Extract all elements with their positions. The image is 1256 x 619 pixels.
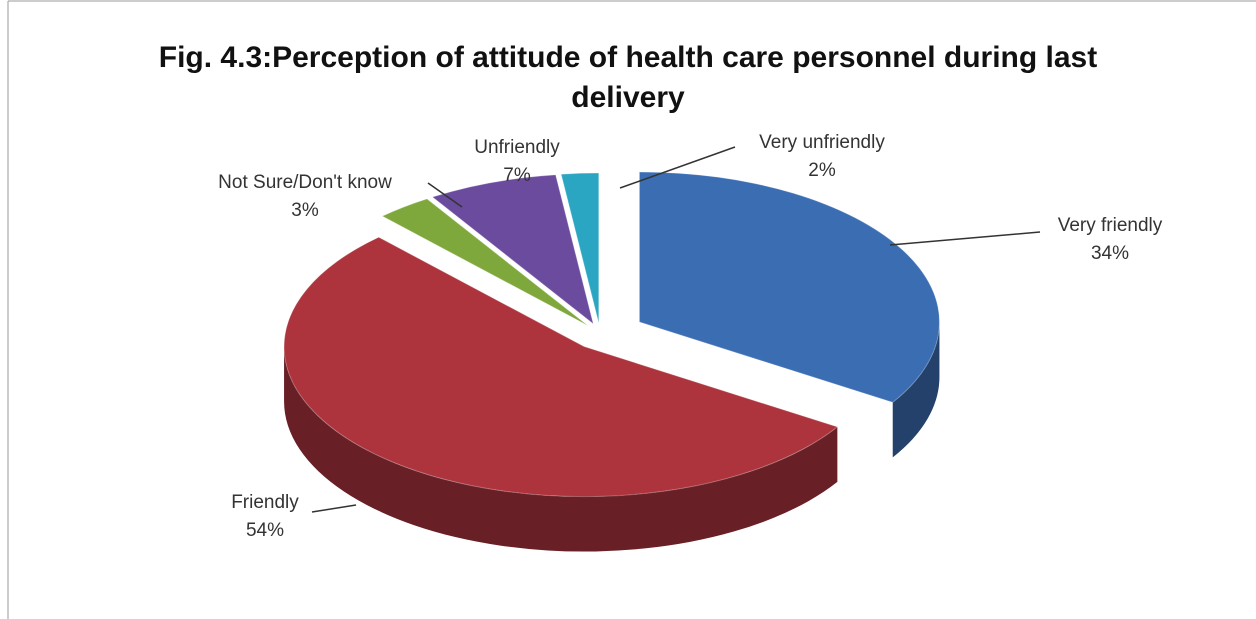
slice <box>381 198 589 326</box>
data-label-value: 34% <box>1091 243 1129 264</box>
data-label-name: Friendly <box>231 492 299 513</box>
leader-line <box>427 182 463 208</box>
slice <box>638 171 940 403</box>
data-label-value: 2% <box>808 160 836 181</box>
slice <box>560 172 600 324</box>
slice-side <box>892 321 940 458</box>
leader-line <box>889 231 1041 246</box>
data-label-name: Very friendly <box>1058 215 1163 236</box>
data-label-name: Unfriendly <box>474 137 560 158</box>
data-label-value: 3% <box>291 200 319 221</box>
data-label-name: Not Sure/Don't know <box>218 172 392 193</box>
data-label-name: Very unfriendly <box>759 132 885 153</box>
leader-line <box>619 146 736 189</box>
data-label-value: 7% <box>503 165 531 186</box>
chart-title: Fig. 4.3:Perception of attitude of healt… <box>158 41 1098 114</box>
data-label-value: 54% <box>246 520 284 541</box>
slice <box>283 236 839 498</box>
slice-side <box>284 346 838 552</box>
leader-line <box>311 504 357 513</box>
slice <box>431 174 595 326</box>
